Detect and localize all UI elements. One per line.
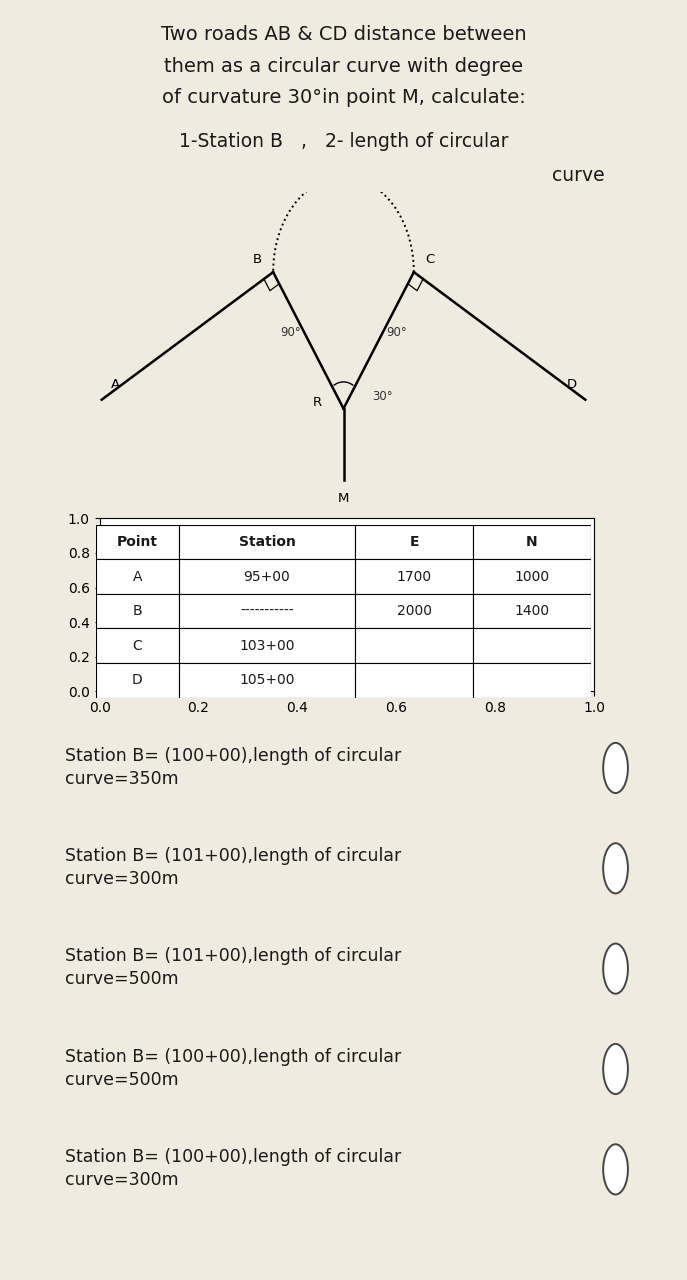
Text: Station B= (100+00),length of circular
curve=500m: Station B= (100+00),length of circular c… bbox=[65, 1047, 401, 1088]
Bar bbox=[473, 525, 591, 559]
Text: 1400: 1400 bbox=[515, 604, 550, 618]
Bar bbox=[179, 525, 355, 559]
Bar bbox=[96, 594, 179, 628]
Text: M: M bbox=[338, 492, 349, 504]
Circle shape bbox=[603, 742, 628, 794]
Text: 30°: 30° bbox=[372, 390, 393, 403]
Text: 1-Station B   ,   2- length of circular: 1-Station B , 2- length of circular bbox=[179, 132, 508, 151]
Bar bbox=[96, 559, 179, 594]
Text: B: B bbox=[133, 604, 142, 618]
Bar bbox=[96, 525, 179, 559]
Text: 90°: 90° bbox=[280, 325, 301, 338]
Bar bbox=[473, 628, 591, 663]
Bar bbox=[179, 628, 355, 663]
Circle shape bbox=[603, 844, 628, 893]
Text: 1000: 1000 bbox=[515, 570, 550, 584]
Text: 90°: 90° bbox=[386, 325, 407, 338]
Bar bbox=[355, 628, 473, 663]
Text: E: E bbox=[409, 535, 419, 549]
Text: 103+00: 103+00 bbox=[239, 639, 295, 653]
Bar bbox=[473, 663, 591, 698]
Text: of curvature 30°in point M, calculate:: of curvature 30°in point M, calculate: bbox=[161, 88, 526, 108]
Bar bbox=[473, 559, 591, 594]
Text: Two roads AB & CD distance between: Two roads AB & CD distance between bbox=[161, 26, 526, 45]
Text: -----------: ----------- bbox=[240, 604, 294, 618]
Circle shape bbox=[603, 1144, 628, 1194]
Bar bbox=[179, 594, 355, 628]
Bar bbox=[355, 663, 473, 698]
Text: curve: curve bbox=[552, 166, 605, 184]
Bar bbox=[355, 525, 473, 559]
Text: Station B= (100+00),length of circular
curve=300m: Station B= (100+00),length of circular c… bbox=[65, 1148, 401, 1189]
Bar bbox=[355, 559, 473, 594]
Text: A: A bbox=[111, 378, 120, 390]
Text: A: A bbox=[133, 570, 142, 584]
Text: Station B= (100+00),length of circular
curve=350m: Station B= (100+00),length of circular c… bbox=[65, 746, 401, 787]
Text: N: N bbox=[526, 535, 538, 549]
Text: C: C bbox=[133, 639, 142, 653]
Bar bbox=[179, 663, 355, 698]
Text: C: C bbox=[425, 253, 434, 266]
Text: Point: Point bbox=[117, 535, 158, 549]
Text: 105+00: 105+00 bbox=[239, 673, 295, 687]
Text: Station B= (101+00),length of circular
curve=300m: Station B= (101+00),length of circular c… bbox=[65, 847, 401, 888]
Text: Station B= (101+00),length of circular
curve=500m: Station B= (101+00),length of circular c… bbox=[65, 947, 401, 988]
Text: D: D bbox=[566, 378, 576, 390]
Circle shape bbox=[603, 943, 628, 993]
Text: D: D bbox=[132, 673, 143, 687]
Bar bbox=[473, 594, 591, 628]
Bar bbox=[355, 594, 473, 628]
Text: 2000: 2000 bbox=[396, 604, 431, 618]
Text: Station: Station bbox=[238, 535, 295, 549]
Bar bbox=[179, 559, 355, 594]
Bar bbox=[96, 628, 179, 663]
Text: R: R bbox=[313, 397, 322, 410]
Text: 1700: 1700 bbox=[396, 570, 431, 584]
Circle shape bbox=[603, 1044, 628, 1094]
Text: B: B bbox=[253, 253, 262, 266]
Text: them as a circular curve with degree: them as a circular curve with degree bbox=[164, 56, 523, 76]
Text: 95+00: 95+00 bbox=[244, 570, 291, 584]
Bar bbox=[96, 663, 179, 698]
